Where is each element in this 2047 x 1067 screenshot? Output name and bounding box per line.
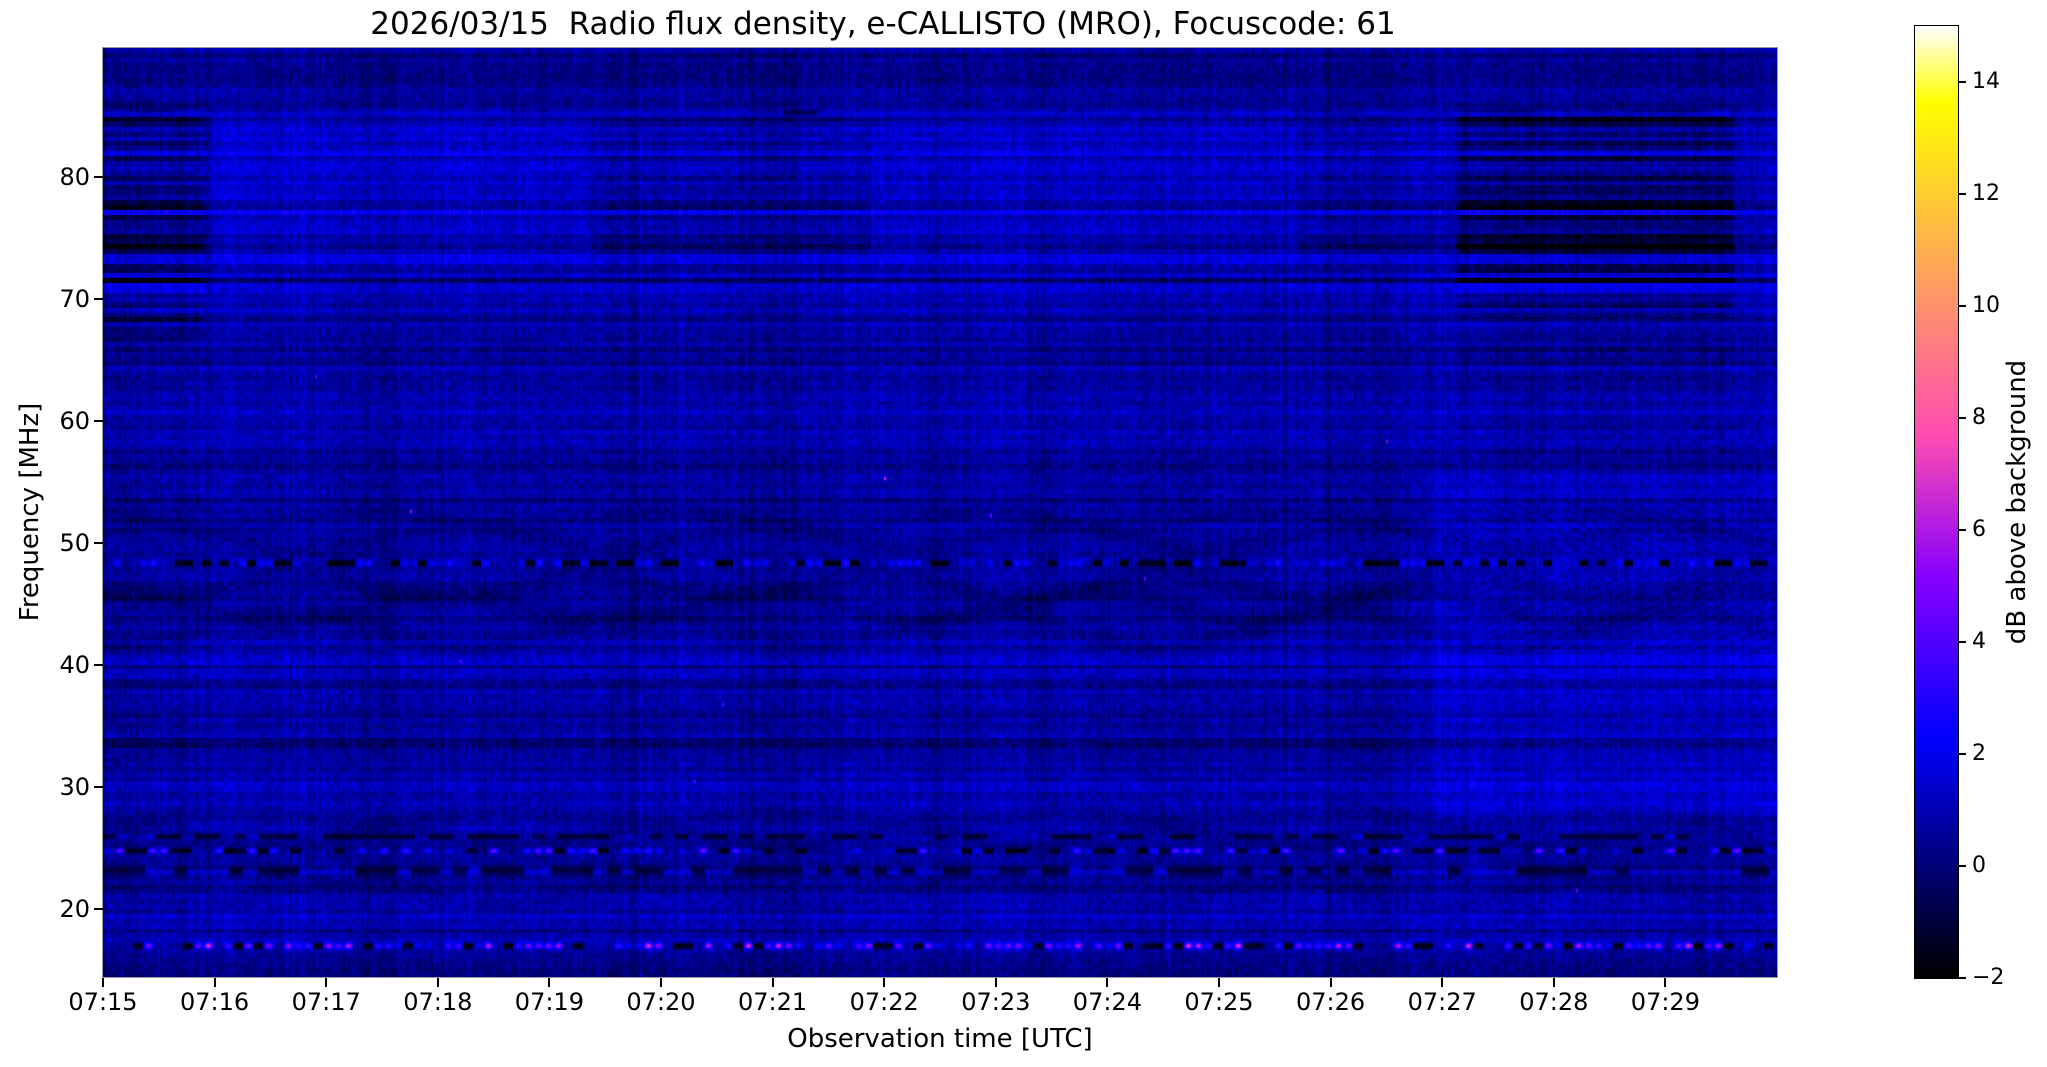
y-tick-label: 20 [59,894,90,923]
x-tick-label: 07:28 [1519,988,1589,1016]
colorbar-tick-mark [1959,641,1966,643]
x-tick-label: 07:23 [961,988,1031,1016]
x-tick-label: 07:16 [180,988,250,1016]
y-axis-label: Frequency [MHz] [15,402,45,622]
x-tick-mark [213,978,216,987]
colorbar-tick-mark [1959,81,1966,83]
colorbar-tick-mark [1959,753,1966,755]
y-tick-mark [94,176,103,179]
x-tick-label: 07:21 [738,988,808,1016]
colorbar-tick-mark [1959,305,1966,307]
x-tick-mark [883,978,886,987]
colorbar-tick-label: 6 [1972,517,1986,542]
x-tick-label: 07:29 [1630,988,1700,1016]
x-tick-label: 07:26 [1296,988,1366,1016]
x-tick-label: 07:15 [68,988,138,1016]
colorbar-tick-label: 4 [1972,629,1986,654]
colorbar-tick-label: 10 [1972,293,2000,318]
y-tick-label: 40 [59,650,90,679]
x-tick-label: 07:19 [514,988,584,1016]
x-tick-label: 07:27 [1407,988,1477,1016]
colorbar [1914,25,1959,979]
x-tick-label: 07:18 [403,988,473,1016]
y-tick-mark [94,907,103,910]
y-tick-label: 80 [59,163,90,192]
colorbar-tick-label: 2 [1972,741,1986,766]
x-tick-label: 07:24 [1072,988,1142,1016]
y-tick-label: 60 [59,407,90,436]
x-tick-mark [994,978,997,987]
colorbar-tick-label: 8 [1972,405,1986,430]
x-tick-mark [1552,978,1555,987]
colorbar-tick-mark [1959,193,1966,195]
x-tick-mark [1329,978,1332,987]
y-tick-mark [94,541,103,544]
x-tick-label: 07:20 [626,988,696,1016]
colorbar-tick-label: 12 [1972,181,2000,206]
colorbar-tick-mark [1959,417,1966,419]
x-tick-mark [1106,978,1109,987]
x-tick-mark [325,978,328,987]
colorbar-tick-mark [1959,977,1966,979]
colorbar-tick-label: 0 [1972,853,1986,878]
colorbar-tick-mark [1959,529,1966,531]
colorbar-label: dB above background [2002,359,2032,645]
x-tick-mark [1664,978,1667,987]
y-tick-mark [94,663,103,666]
chart-title: 2026/03/15 Radio flux density, e-CALLIST… [370,6,1396,42]
colorbar-tick-label: −2 [1972,965,2005,990]
x-tick-mark [660,978,662,987]
y-tick-label: 50 [59,528,90,557]
x-tick-mark [1218,978,1220,987]
x-axis-label: Observation time [UTC] [787,1024,1093,1054]
x-tick-label: 07:22 [849,988,919,1016]
x-tick-mark [1441,978,1444,987]
y-tick-label: 70 [59,285,90,314]
x-tick-label: 07:17 [291,988,361,1016]
colorbar-tick-mark [1959,865,1966,867]
y-tick-mark [94,785,103,788]
x-tick-mark [102,978,104,987]
spectrogram-heatmap [102,47,1778,978]
colorbar-tick-label: 14 [1972,69,2000,94]
x-tick-mark [436,978,439,987]
x-tick-label: 07:25 [1184,988,1254,1016]
y-tick-mark [94,298,103,301]
y-tick-mark [94,420,103,423]
y-tick-label: 30 [59,772,90,801]
x-tick-mark [771,978,774,987]
x-tick-mark [548,978,551,987]
